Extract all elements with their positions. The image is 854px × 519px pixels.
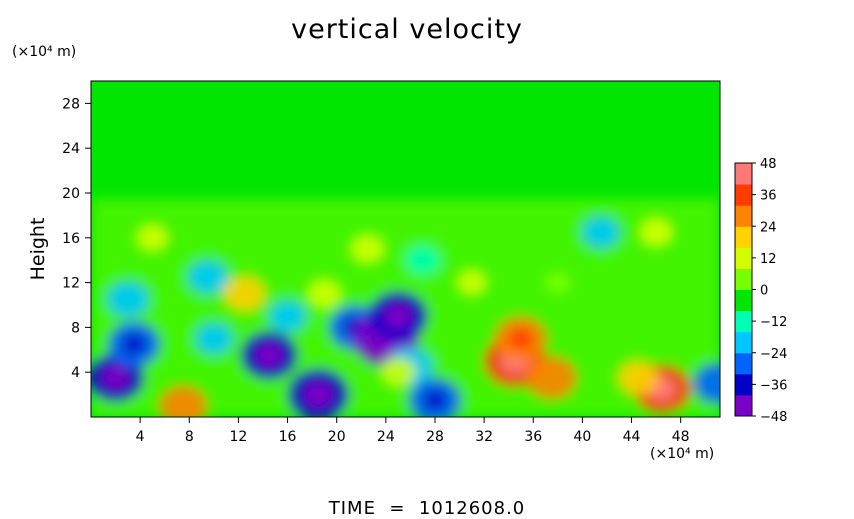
velocity-feature-16 [349,233,386,265]
colorbar-segment-1 [735,373,752,396]
x-tick-label-28: 28 [426,429,444,445]
y-tick-label-24: 24 [62,141,80,157]
velocity-feature-5 [186,259,229,295]
plot-area [90,80,721,418]
velocity-feature-20 [526,356,578,400]
colorbar-segment-3 [735,331,752,354]
colorbar-label-3: 12 [760,252,777,267]
x-tick-label-36: 36 [524,429,542,445]
velocity-feature-29 [544,271,572,294]
colorbar-segment-10 [735,184,752,206]
velocity-feature-3 [158,385,208,417]
y-tick-label-8: 8 [71,320,80,336]
colorbar-label-4: 0 [760,284,768,299]
velocity-feature-2 [105,280,150,319]
colorbar-label-7: −36 [760,378,787,393]
y-axis-ticks: 4 8 12 16 20 24 28 [62,96,91,381]
velocity-core-13 [384,304,412,329]
x-tick-label-44: 44 [623,429,641,445]
velocity-feature-28 [456,269,488,296]
colorbar-segment-11 [735,163,752,185]
colorbar-label-0: 48 [760,157,777,172]
velocity-feature-25 [580,215,621,250]
colorbar-label-5: −12 [760,315,787,330]
colorbar-label-8: −48 [760,410,787,425]
velocity-feature-23 [616,359,659,396]
colorbar-label-1: 36 [760,189,777,204]
y-tick-label-16: 16 [62,231,80,247]
x-tick-label-4: 4 [136,429,145,445]
y-tick-label-12: 12 [62,276,80,292]
y-tick-label-20: 20 [62,186,80,202]
velocity-core-15 [423,389,447,411]
x-tick-label-48: 48 [672,429,690,445]
velocity-feature-4 [222,275,267,313]
x-axis-ticks: 4 8 12 16 20 24 28 32 36 40 44 48 [136,417,690,445]
colorbar-segment-9 [735,205,752,227]
colorbar-segment-4 [735,310,752,333]
x-axis-unit: (×10⁴ m) [650,446,715,462]
velocity-feature-26 [693,362,720,405]
velocity-core-0 [102,366,129,390]
colorbar: 48 36 24 12 0 −12 −24 −36 −48 [734,157,787,425]
y-tick-label-4: 4 [71,365,80,381]
velocity-core-1 [122,333,146,355]
colorbar-segment-0 [735,394,752,417]
chart-title: vertical velocity [291,14,523,45]
velocity-core-8 [304,382,333,407]
y-axis-unit: (×10⁴ m) [12,44,77,60]
x-tick-label-8: 8 [185,429,194,445]
velocity-core-7 [256,343,283,367]
colorbar-segment-7 [735,247,752,269]
colorbar-segment-5 [735,289,752,312]
plot-frame [90,80,721,418]
x-tick-label-16: 16 [279,429,297,445]
velocity-feature-6 [193,321,234,356]
velocity-feature-9 [267,299,308,334]
velocity-feature-18 [380,357,416,388]
colorbar-label-2: 24 [760,220,777,235]
time-readout: TIME = 1012608.0 [328,498,526,519]
x-tick-label-20: 20 [328,429,346,445]
y-tick-label-28: 28 [62,96,80,112]
colorbar-segment-6 [735,268,752,290]
velocity-field [91,198,720,417]
colorbar-segment-2 [735,352,752,375]
x-tick-label-32: 32 [475,429,493,445]
x-tick-label-24: 24 [377,429,395,445]
x-tick-label-40: 40 [573,429,591,445]
velocity-feature-24 [638,217,674,248]
velocity-feature-27 [135,223,170,252]
velocity-feature-17 [403,244,442,277]
x-tick-label-12: 12 [230,429,248,445]
colorbar-label-6: −24 [760,347,787,362]
velocity-core-21 [509,328,533,350]
velocity-feature-10 [306,278,343,309]
colorbar-segment-8 [735,226,752,248]
